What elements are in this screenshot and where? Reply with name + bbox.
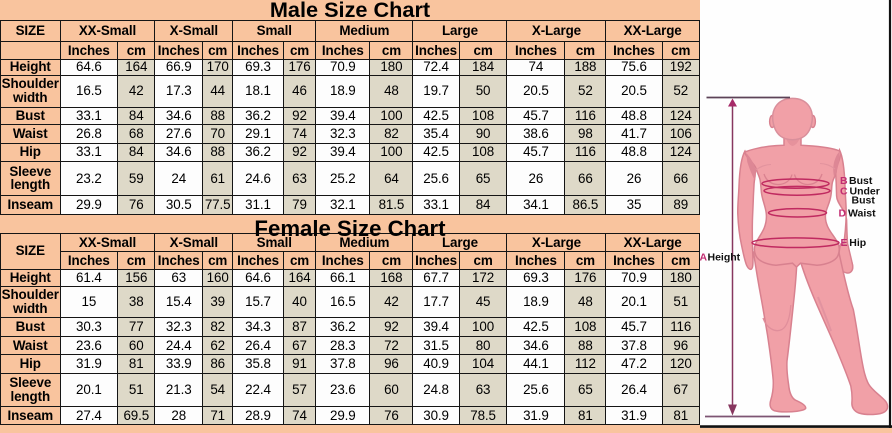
svg-text:B: B	[840, 175, 848, 187]
svg-text:C: C	[840, 186, 848, 198]
svg-text:Bust: Bust	[852, 195, 876, 207]
svg-text:Under: Under	[850, 186, 880, 198]
svg-text:Waist: Waist	[848, 208, 876, 220]
svg-text:Height: Height	[708, 252, 741, 264]
svg-text:E: E	[841, 237, 848, 249]
svg-text:D: D	[839, 208, 847, 220]
svg-text:Hip: Hip	[849, 237, 866, 249]
svg-text:Bust: Bust	[849, 175, 873, 187]
svg-text:A: A	[700, 252, 708, 264]
